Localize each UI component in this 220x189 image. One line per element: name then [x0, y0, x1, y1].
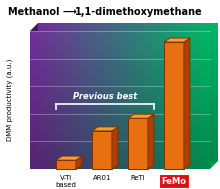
Polygon shape [56, 156, 82, 160]
Polygon shape [30, 23, 38, 169]
Text: FeMo: FeMo [161, 177, 187, 185]
FancyBboxPatch shape [164, 42, 184, 169]
FancyBboxPatch shape [92, 131, 112, 169]
FancyBboxPatch shape [56, 160, 76, 169]
Polygon shape [128, 114, 154, 118]
Text: Methanol ⟶: Methanol ⟶ [8, 7, 77, 17]
Text: AR01: AR01 [93, 175, 111, 181]
Polygon shape [92, 127, 118, 131]
Polygon shape [184, 38, 190, 169]
FancyBboxPatch shape [128, 118, 148, 169]
Text: ReTi: ReTi [131, 175, 145, 181]
Polygon shape [148, 114, 154, 169]
Text: V-Ti
based: V-Ti based [56, 175, 76, 188]
Text: DMM productivity (a.u.): DMM productivity (a.u.) [7, 59, 13, 141]
FancyBboxPatch shape [159, 174, 189, 188]
Polygon shape [30, 161, 218, 169]
Polygon shape [112, 127, 118, 169]
Text: Previous best: Previous best [73, 92, 137, 101]
Polygon shape [164, 38, 190, 42]
Text: 1,1-dimethoxymethane: 1,1-dimethoxymethane [75, 7, 203, 17]
Polygon shape [76, 156, 82, 169]
